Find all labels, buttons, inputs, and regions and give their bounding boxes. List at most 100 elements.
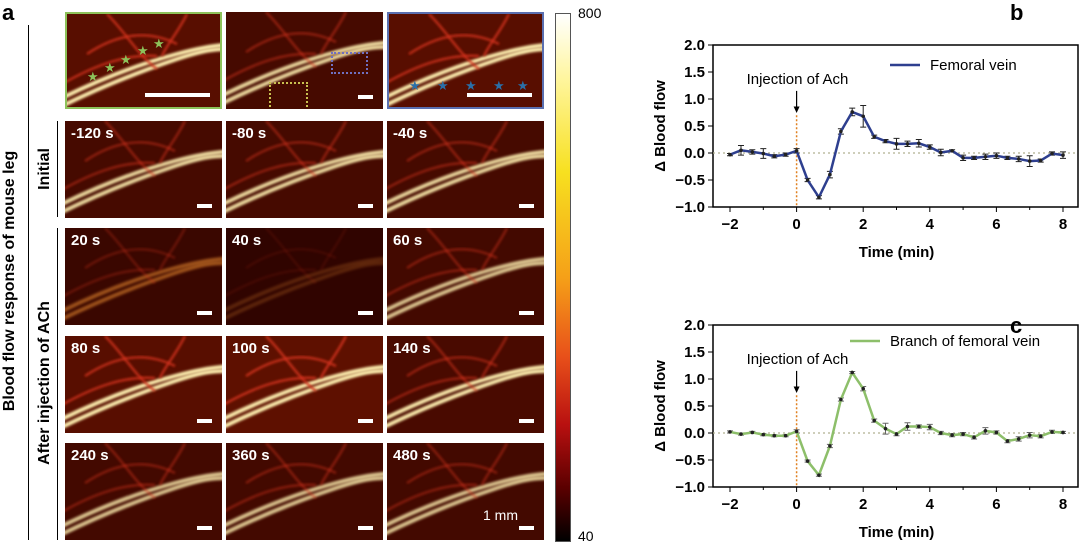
vessel (406, 248, 498, 269)
initial-divider (57, 121, 58, 217)
data-point (805, 178, 810, 182)
time-frame-2-2: 140 s (387, 336, 544, 433)
time-label: 240 s (71, 447, 109, 464)
y-tick-label: −0.5 (675, 172, 705, 189)
data-point (761, 432, 766, 437)
vessel (84, 141, 176, 162)
series-line (729, 369, 1064, 478)
y-tick-label: 0.0 (684, 145, 705, 162)
vessel (104, 336, 156, 392)
data-point (828, 444, 832, 448)
y-tick-label: −0.5 (675, 452, 705, 469)
vessel (408, 34, 500, 55)
time-label: 480 s (393, 447, 431, 464)
vessel (84, 463, 176, 484)
vessel (226, 45, 383, 104)
data-point (938, 150, 943, 155)
vessel (319, 336, 347, 379)
vessel (65, 261, 222, 320)
vessel (265, 228, 317, 284)
vessel (67, 43, 220, 98)
vessel (319, 443, 347, 486)
data-point (794, 429, 799, 434)
vessel (226, 376, 317, 405)
data-point (1038, 434, 1043, 439)
vessel (158, 121, 186, 164)
annotation: Injection of Ach (747, 351, 849, 368)
vessel (387, 369, 544, 428)
vessel (160, 14, 188, 57)
scale-bar (358, 419, 373, 423)
scale-bar (197, 204, 212, 208)
vessel (482, 14, 510, 57)
y-tick-label: 0.5 (684, 398, 705, 415)
vessel (226, 40, 383, 96)
scale-bar (519, 526, 534, 530)
time-frame-3-0: 240 s (65, 443, 222, 540)
y-tick-label: 2.0 (684, 37, 705, 54)
star-marker: ★ (409, 78, 421, 93)
vessel (265, 12, 317, 68)
data-point (839, 129, 843, 134)
data-point (950, 149, 954, 153)
star-marker: ★ (104, 60, 116, 75)
scale-bar (358, 204, 373, 208)
vessel (406, 463, 498, 484)
legend-label: Femoral vein (930, 57, 1017, 74)
data-point (928, 425, 932, 429)
vessel (389, 54, 480, 83)
x-tick-label: 4 (926, 496, 935, 513)
vessel (245, 463, 337, 484)
data-point (772, 433, 777, 438)
legend-label: Branch of femoral vein (890, 333, 1040, 350)
y-tick-label: −1.0 (675, 199, 705, 216)
overview-image (226, 12, 383, 109)
data-point (817, 473, 821, 477)
star-marker: ★ (153, 36, 165, 51)
arrow-head-icon (793, 106, 800, 114)
data-point (850, 370, 855, 375)
star-marker: ★ (517, 78, 529, 93)
vessel (226, 256, 383, 312)
vessel (319, 12, 347, 55)
data-point (905, 142, 910, 146)
scale-bar (145, 93, 210, 97)
vessel (387, 376, 478, 405)
vessel (226, 161, 317, 190)
scale-bar (197, 419, 212, 423)
vessel (226, 369, 383, 428)
data-point (861, 386, 865, 391)
vessel (65, 376, 156, 405)
x-tick-label: 6 (992, 216, 1000, 233)
vessel (65, 369, 222, 428)
data-point (772, 154, 777, 159)
x-axis-label: Time (min) (859, 244, 935, 261)
vessel (67, 47, 220, 106)
y-tick-label: 1.5 (684, 344, 705, 361)
data-point (1061, 153, 1065, 157)
data-point (905, 424, 910, 429)
scale-bar-label: 1 mm (483, 507, 518, 523)
data-point (961, 432, 965, 436)
after-divider (57, 228, 58, 540)
time-label: -80 s (232, 125, 267, 142)
time-frame-1-1: 40 s (226, 228, 383, 325)
data-point (1027, 159, 1032, 163)
time-label: 140 s (393, 340, 431, 357)
y-tick-label: 2.0 (684, 317, 705, 334)
data-point (828, 172, 832, 177)
data-point (817, 195, 821, 200)
vessel (387, 161, 478, 190)
x-tick-label: −2 (721, 496, 738, 513)
vessel (104, 121, 156, 177)
star-marker: ★ (465, 78, 477, 93)
x-tick-label: 8 (1059, 216, 1067, 233)
data-point (805, 459, 810, 463)
vessel (65, 161, 156, 190)
vessel (65, 471, 222, 527)
vessel (426, 443, 478, 499)
series-line (729, 110, 1064, 200)
vessel (428, 14, 480, 70)
vessel (387, 268, 478, 297)
